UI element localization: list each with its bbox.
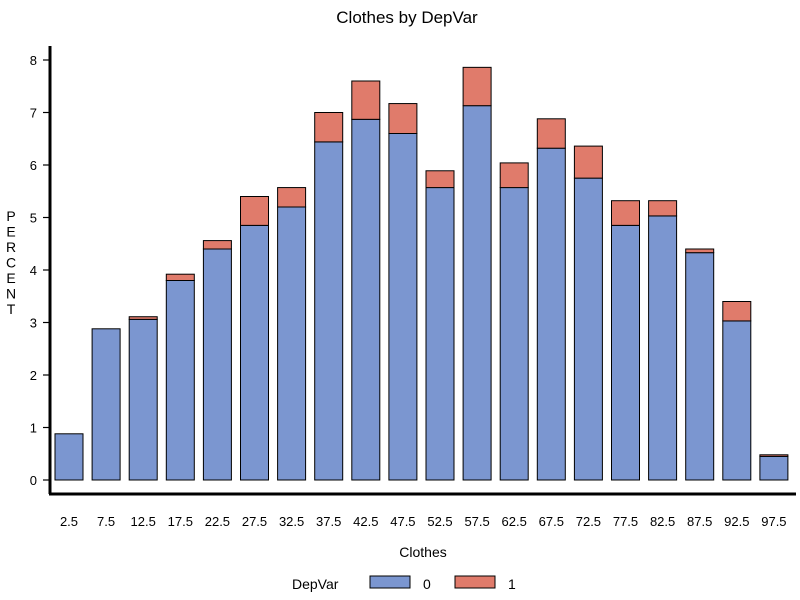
x-tick-label: 42.5 <box>353 514 378 529</box>
legend-label-1: 1 <box>508 576 516 592</box>
x-tick-label: 87.5 <box>687 514 712 529</box>
y-tick-label: 4 <box>30 263 37 278</box>
bar-17.5-series-0 <box>165 280 195 481</box>
y-tick-label: 3 <box>30 316 37 331</box>
y-axis-label-char: T <box>7 301 16 317</box>
y-tick-label: 7 <box>30 106 37 121</box>
bar-7.5-series-0 <box>91 328 121 481</box>
legend-title: DepVar <box>292 576 339 592</box>
legend-swatch-0 <box>369 575 411 589</box>
x-tick-label: 17.5 <box>168 514 193 529</box>
y-axis-label-char: E <box>6 224 15 240</box>
bar-82.5-series-0 <box>648 215 678 481</box>
x-tick-label: 62.5 <box>502 514 527 529</box>
bar-37.5-series-1 <box>314 112 344 143</box>
bar-87.5-series-0 <box>685 252 715 481</box>
bar-42.5-series-0 <box>351 118 381 481</box>
x-tick-label: 92.5 <box>724 514 749 529</box>
bar-27.5-series-0 <box>240 224 269 481</box>
y-axis-label-char: P <box>6 208 15 224</box>
bar-47.5-series-1 <box>388 103 418 134</box>
bar-12.5-series-1 <box>128 316 158 320</box>
bar-62.5-series-0 <box>499 187 529 481</box>
bar-72.5-series-1 <box>573 145 603 179</box>
y-axis-label-char: E <box>6 270 15 286</box>
legend-swatch-1 <box>454 575 496 589</box>
legend-label-0: 0 <box>423 576 431 592</box>
x-tick-label: 27.5 <box>242 514 267 529</box>
x-tick-label: 7.5 <box>97 514 115 529</box>
chart-title: Clothes by DepVar <box>336 8 478 27</box>
y-tick-label: 2 <box>30 368 37 383</box>
bar-97.5-series-1 <box>759 454 789 457</box>
bar-92.5-series-1 <box>722 301 752 322</box>
bar-77.5-series-0 <box>611 224 640 481</box>
legend: DepVar 0 1 <box>292 575 516 592</box>
bar-72.5-series-0 <box>573 177 603 481</box>
bar-12.5-series-0 <box>128 318 158 481</box>
bar-17.5-series-1 <box>165 273 195 282</box>
bar-57.5-series-0 <box>462 105 492 481</box>
bar-97.5-series-0 <box>759 455 789 481</box>
y-tick-label: 1 <box>30 421 37 436</box>
bar-67.5-series-0 <box>536 147 566 481</box>
bar-87.5-series-1 <box>685 248 715 254</box>
x-tick-label: 72.5 <box>576 514 601 529</box>
x-axis: 2.5 7.5 12.5 17.5 22.5 27.5 32.5 37.5 42.5 47.5 52… <box>60 514 787 529</box>
y-tick-label: 5 <box>30 211 37 226</box>
y-tick-label: 8 <box>30 53 37 68</box>
bar-67.5-series-1 <box>536 118 566 149</box>
bar-22.5-series-0 <box>202 248 232 481</box>
x-tick-label: 32.5 <box>279 514 304 529</box>
x-tick-label: 52.5 <box>427 514 452 529</box>
x-tick-label: 37.5 <box>316 514 341 529</box>
bar-42.5-series-1 <box>351 80 381 120</box>
y-tick-label: 0 <box>30 473 37 488</box>
plot-area <box>54 66 789 481</box>
bar-2.5-series-0 <box>54 433 84 481</box>
bar-52.5-series-0 <box>425 187 455 481</box>
x-tick-label: 67.5 <box>539 514 564 529</box>
bar-92.5-series-0 <box>722 320 752 481</box>
bar-27.5-series-1 <box>240 196 269 226</box>
y-tick-label: 6 <box>30 158 37 173</box>
bar-57.5-series-1 <box>462 66 492 107</box>
x-tick-label: 57.5 <box>464 514 489 529</box>
y-axis-label-char: N <box>6 286 16 302</box>
bar-32.5-series-1 <box>277 187 307 208</box>
x-tick-label: 12.5 <box>131 514 156 529</box>
y-axis: 0 1 2 3 4 5 6 7 8 <box>30 53 49 488</box>
y-axis-label-char: C <box>6 255 16 271</box>
x-tick-label: 2.5 <box>60 514 78 529</box>
y-axis-label-char: R <box>6 239 16 255</box>
bar-37.5-series-0 <box>314 141 344 481</box>
x-tick-label: 22.5 <box>205 514 230 529</box>
bar-62.5-series-1 <box>499 162 529 189</box>
x-tick-label: 77.5 <box>613 514 638 529</box>
x-axis-label: Clothes <box>399 544 446 560</box>
bar-47.5-series-0 <box>388 133 418 481</box>
bar-32.5-series-0 <box>277 206 307 481</box>
x-tick-label: 82.5 <box>650 514 675 529</box>
bar-77.5-series-1 <box>611 200 640 226</box>
x-tick-label: 97.5 <box>761 514 786 529</box>
bar-82.5-series-1 <box>648 200 678 217</box>
x-tick-label: 47.5 <box>390 514 415 529</box>
bar-22.5-series-1 <box>202 240 232 250</box>
bar-52.5-series-1 <box>425 170 455 189</box>
